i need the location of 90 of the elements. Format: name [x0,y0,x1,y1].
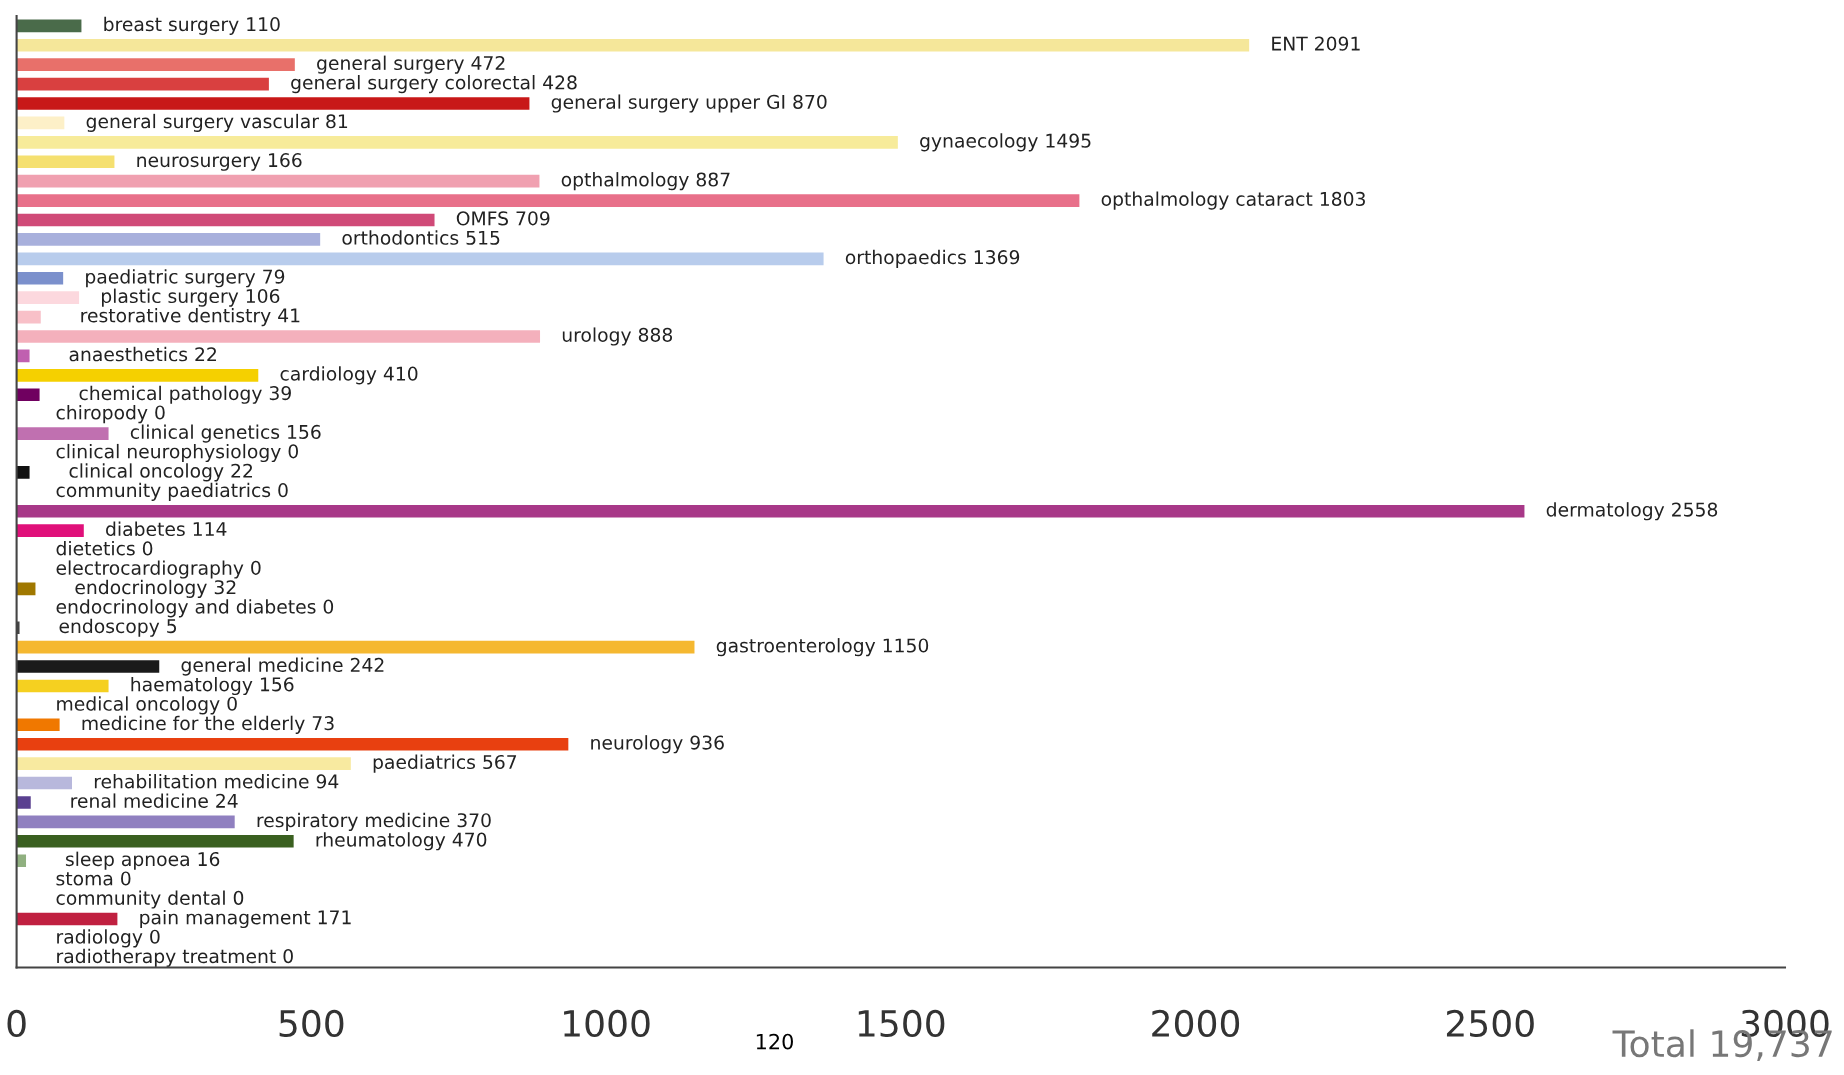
y-tick-label: neurology 936 [591,735,724,754]
y-tick-label: dermatology 2558 [1546,502,1718,521]
bar [16,834,294,848]
bar [16,116,65,130]
bar [16,737,569,751]
x-tick-label: 0 [7,1009,26,1038]
bar [16,310,41,324]
bar [16,38,1250,52]
y-tick-label: radiotherapy treatment 0 [57,948,293,967]
y-tick-label: paediatric surgery 79 [86,269,285,288]
bar [16,271,64,285]
bar [16,213,435,227]
bar [16,58,295,71]
y-tick-label: haematology 156 [131,676,294,696]
bar [16,679,109,693]
bar [16,97,530,110]
bar [16,660,160,673]
bar [16,524,84,537]
y-tick-label: electrocardiography 0 [56,560,261,579]
y-tick-label: gastroenterology 1150 [716,638,929,657]
y-tick-label: endoscopy 5 [59,618,177,637]
y-tick-label: radiology 0 [57,929,160,948]
bar [16,291,80,304]
bar [16,466,30,479]
bar [16,136,898,149]
x-tick-label: 1000 [564,1009,650,1038]
x-tick-label: 2000 [1152,1009,1240,1038]
y-tick-label: general surgery vascular 81 [86,113,348,132]
y-tick-label: dietetics 0 [56,540,153,556]
text: 120 [756,1033,793,1050]
y-tick-label: paediatrics 567 [373,754,517,773]
bar [16,776,73,790]
y-tick-label: endocrinology and diabetes 0 [56,599,334,618]
bar [16,77,269,91]
bar [16,233,321,246]
y-tick-label: OMFS 709 [456,211,550,226]
y-tick-label: general surgery upper GI 870 [551,94,827,113]
bar [16,252,824,266]
bar [16,174,540,188]
y-tick-label: general surgery 472 [317,55,505,74]
y-tick-label: chiropody 0 [56,405,165,424]
y-tick-label: clinical neurophysiology 0 [56,443,299,463]
bar [16,155,115,169]
y-tick-label: ENT 2091 [1272,36,1360,51]
bar [16,757,351,770]
bar [16,194,1080,207]
y-tick-label: rehabilitation medicine 94 [94,773,339,789]
y-tick-label: gynaecology 1495 [920,133,1091,152]
y-tick-label: orthopaedics 1369 [845,249,1020,268]
y-tick-label: restorative dentistry 41 [81,308,300,327]
y-tick-label: stoma 0 [56,871,131,886]
y-tick-label: medicine for the elderly 73 [82,715,334,734]
y-tick-label: cardiology 410 [280,366,418,385]
bar [16,640,695,654]
y-tick-label: community dental 0 [56,890,244,909]
y-tick-label: neurosurgery 166 [137,153,302,171]
y-tick-label: orthodontics 515 [342,230,500,245]
y-tick-label: plastic surgery 106 [102,288,280,307]
x-tick-label: 2500 [1446,1009,1534,1038]
x-tick-label: 500 [279,1009,344,1038]
bar [16,388,40,402]
y-tick-label: sleep apnoea 16 [65,851,220,870]
y-tick-label: breast surgery 110 [104,16,280,35]
y-tick-label: chemical pathology 39 [79,385,291,404]
y-tick-label: clinical oncology 22 [69,463,253,482]
bar [16,427,109,440]
y-tick-label: pain management 171 [140,909,351,929]
bar [16,504,1525,518]
bar [16,330,541,343]
bar [16,796,31,809]
bar [16,718,60,732]
y-tick-label: general surgery colorectal 428 [291,75,577,94]
y-tick-label: anaesthetics 22 [69,346,216,362]
y-tick-label: urology 888 [562,327,673,346]
y-tick-label: general medicine 242 [181,657,384,676]
y-tick-label: endocrinology 32 [75,579,236,598]
y-tick-label: clinical genetics 156 [130,424,321,443]
bar [16,815,235,829]
y-tick-label: medical oncology 0 [57,696,237,715]
bar [16,369,259,382]
y-tick-label: opthalmology cataract 1803 [1101,191,1365,210]
y-tick-label: rheumatology 470 [316,832,487,851]
bar [16,912,118,926]
x-tick-label: 1500 [858,1009,945,1038]
y-tick-label: diabetes 114 [106,521,227,537]
y-tick-label: renal medicine 24 [71,793,238,808]
y-tick-label: respiratory medicine 370 [257,812,491,831]
y-tick-label: opthalmology 887 [561,172,730,191]
y-tick-label: community paediatrics 0 [56,482,288,501]
bar [16,19,82,33]
